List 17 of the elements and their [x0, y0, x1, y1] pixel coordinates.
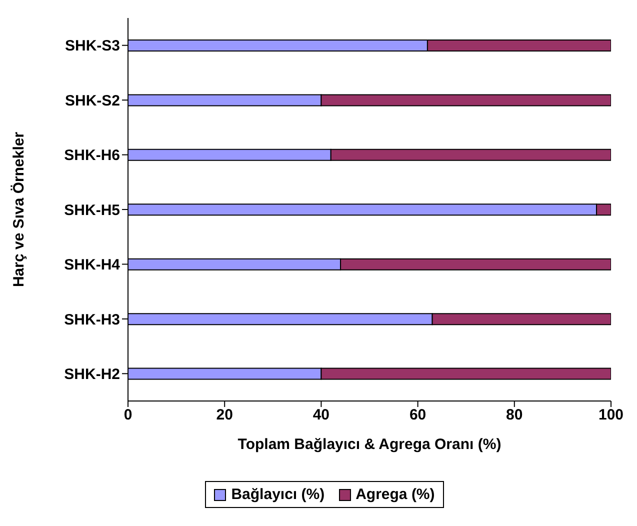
legend-label: Agrega (%) — [354, 486, 435, 503]
y-tick-label: SHK-S2 — [64, 92, 120, 110]
x-tick-label: 0 — [124, 406, 132, 424]
y-tick-label: SHK-H2 — [64, 366, 120, 383]
x-tick-label: 20 — [216, 406, 233, 424]
x-tick-label: 80 — [506, 406, 523, 424]
y-tick-label: SHK-S3 — [64, 38, 120, 55]
x-axis-title: Toplam Bağlayıcı & Agrega Oranı (%) — [238, 436, 502, 453]
y-tick-label: SHK-H4 — [64, 256, 121, 274]
y-tick-label: SHK-H3 — [64, 311, 120, 328]
x-tick-label: 100 — [598, 406, 624, 424]
x-tick-label: 40 — [312, 406, 330, 424]
y-tick-label: SHK-H6 — [64, 147, 120, 164]
x-tick-label: 60 — [409, 406, 426, 424]
y-tick-label: SHK-H5 — [64, 202, 120, 219]
y-axis-title: Harç ve Sıva Örnekler — [10, 132, 28, 288]
legend-label: Bağlayıcı (%) — [230, 486, 325, 503]
